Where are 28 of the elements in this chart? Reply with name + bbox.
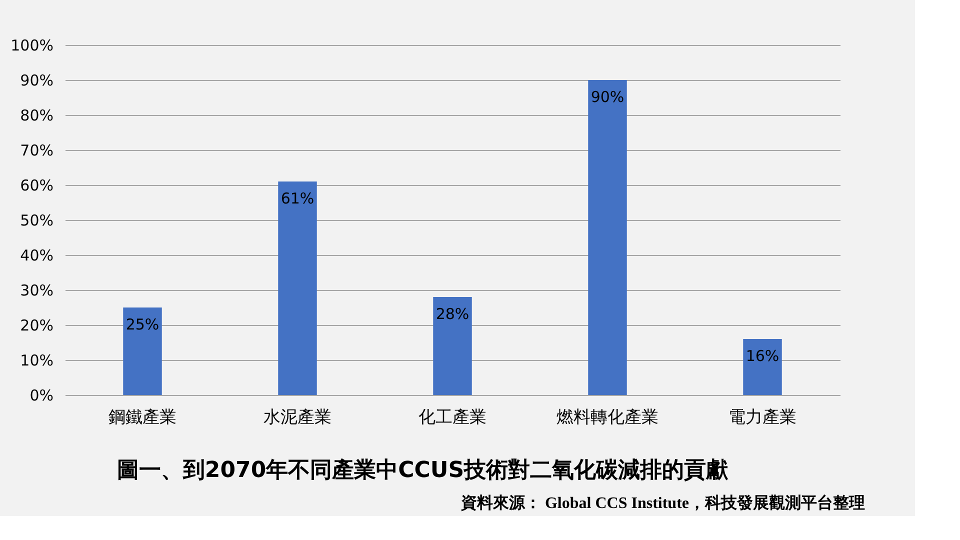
x-tick-label: 鋼鐵產業 — [108, 408, 176, 428]
y-tick-label: 70% — [20, 142, 54, 160]
data-label: 16% — [746, 347, 780, 365]
y-tick-label: 60% — [20, 176, 54, 194]
text: 圖一、到2070年不同產業中CCUS技術對二氧化碳減排的貢獻 — [116, 458, 730, 483]
y-tick-label: 80% — [20, 106, 54, 124]
y-tick-label: 0% — [30, 386, 54, 404]
data-label: 61% — [280, 190, 314, 208]
y-tick-label: 30% — [20, 282, 54, 300]
bar — [278, 182, 317, 395]
x-tick-label: 燃料轉化產業 — [556, 408, 658, 428]
y-tick-label: 10% — [20, 352, 54, 370]
bar — [123, 308, 162, 395]
x-tick-label: 電力產業 — [728, 408, 796, 428]
data-label: 28% — [436, 305, 470, 323]
x-tick-label: 化工產業 — [418, 408, 486, 428]
data-label: 90% — [590, 88, 624, 106]
y-tick-label: 20% — [20, 316, 54, 334]
x-tick-label: 水泥產業 — [264, 408, 332, 428]
bar — [433, 297, 472, 395]
y-tick-label: 90% — [20, 72, 54, 90]
y-tick-label: 100% — [10, 36, 54, 54]
source-note: 資料來源： Global CCS Institute，科技發展觀測平台整理 — [460, 494, 865, 512]
bar — [588, 80, 627, 395]
y-tick-label: 40% — [20, 246, 54, 264]
bar — [743, 339, 782, 395]
y-tick-label: 50% — [20, 212, 54, 230]
data-label: 25% — [126, 316, 160, 334]
